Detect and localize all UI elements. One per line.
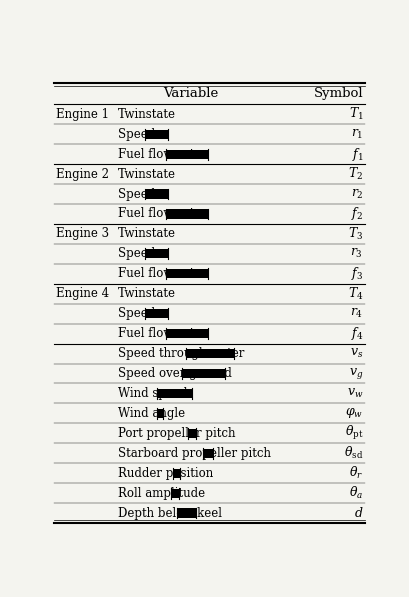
Text: Twinstate: Twinstate xyxy=(118,107,176,121)
Text: $T_1$: $T_1$ xyxy=(348,106,363,122)
Text: Engine 3: Engine 3 xyxy=(56,227,109,241)
Text: $f_4$: $f_4$ xyxy=(351,325,363,342)
Bar xyxy=(145,130,168,139)
Text: $r_2$: $r_2$ xyxy=(351,187,363,201)
Text: $\varphi_w$: $\varphi_w$ xyxy=(345,407,363,420)
Bar xyxy=(145,250,168,259)
Text: Speed: Speed xyxy=(118,307,155,320)
Text: $f_3$: $f_3$ xyxy=(351,265,363,282)
Text: Port propeller pitch: Port propeller pitch xyxy=(118,427,235,440)
Bar xyxy=(171,488,179,498)
Text: Twinstate: Twinstate xyxy=(118,287,176,300)
Text: Twinstate: Twinstate xyxy=(118,227,176,241)
Bar xyxy=(145,189,168,199)
Text: $f_2$: $f_2$ xyxy=(351,205,363,223)
Text: Fuel flow rate: Fuel flow rate xyxy=(118,147,201,161)
Text: Speed: Speed xyxy=(118,128,155,141)
Text: $\theta_a$: $\theta_a$ xyxy=(349,485,363,501)
Text: Speed over ground: Speed over ground xyxy=(118,367,231,380)
Text: $d$: $d$ xyxy=(354,506,363,520)
Text: $\theta_r$: $\theta_r$ xyxy=(349,465,363,481)
Text: $v_g$: $v_g$ xyxy=(349,366,363,381)
Text: $T_3$: $T_3$ xyxy=(348,226,363,242)
Text: $r_3$: $r_3$ xyxy=(351,247,363,260)
Text: Speed through water: Speed through water xyxy=(118,347,244,360)
Bar xyxy=(166,269,208,278)
Text: Fuel flow rate: Fuel flow rate xyxy=(118,208,201,220)
Text: $v_w$: $v_w$ xyxy=(347,387,363,400)
Text: $T_4$: $T_4$ xyxy=(348,286,363,301)
Text: Starboard propeller pitch: Starboard propeller pitch xyxy=(118,447,271,460)
Text: Engine 4: Engine 4 xyxy=(56,287,109,300)
Bar xyxy=(189,429,196,438)
Text: Rudder position: Rudder position xyxy=(118,467,213,480)
Bar xyxy=(157,409,163,418)
Text: Wind angle: Wind angle xyxy=(118,407,185,420)
Bar xyxy=(166,329,208,338)
Text: Engine 2: Engine 2 xyxy=(56,168,109,180)
Text: $\theta_\mathrm{sd}$: $\theta_\mathrm{sd}$ xyxy=(344,445,363,461)
Text: Roll amplitude: Roll amplitude xyxy=(118,487,205,500)
Bar xyxy=(177,509,196,518)
Text: $f_1$: $f_1$ xyxy=(352,146,363,162)
Text: $\theta_\mathrm{pt}$: $\theta_\mathrm{pt}$ xyxy=(345,424,363,442)
Bar xyxy=(203,449,213,458)
Bar xyxy=(187,349,234,358)
Bar xyxy=(173,469,180,478)
Text: Depth below keel: Depth below keel xyxy=(118,507,222,519)
Text: Twinstate: Twinstate xyxy=(118,168,176,180)
Text: Fuel flow rate: Fuel flow rate xyxy=(118,267,201,280)
Bar xyxy=(145,309,168,318)
Text: Speed: Speed xyxy=(118,247,155,260)
Text: Fuel flow rate: Fuel flow rate xyxy=(118,327,201,340)
Text: Speed: Speed xyxy=(118,187,155,201)
Text: $v_s$: $v_s$ xyxy=(350,347,363,360)
Text: Variable: Variable xyxy=(163,87,218,100)
Text: Symbol: Symbol xyxy=(314,87,363,100)
Bar xyxy=(166,210,208,219)
Text: Engine 1: Engine 1 xyxy=(56,107,109,121)
Text: $T_2$: $T_2$ xyxy=(348,166,363,182)
Bar xyxy=(157,389,192,398)
Bar xyxy=(182,369,225,378)
Text: Wind speed: Wind speed xyxy=(118,387,187,400)
Bar xyxy=(166,149,208,159)
Text: $r_1$: $r_1$ xyxy=(351,128,363,141)
Text: $r_4$: $r_4$ xyxy=(350,307,363,320)
